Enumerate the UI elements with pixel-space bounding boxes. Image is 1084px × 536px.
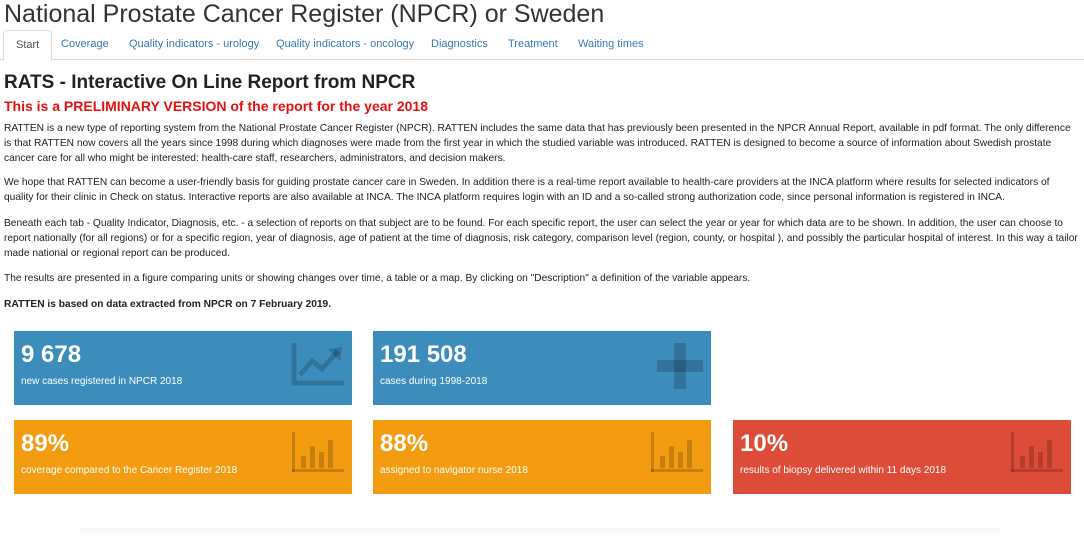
value-box-new-cases: 9 678 new cases registered in NPCR 2018 bbox=[14, 331, 352, 405]
value-box-label: new cases registered in NPCR 2018 bbox=[21, 376, 183, 387]
inca-paragraph: We hope that RATTEN can become a user-fr… bbox=[4, 177, 1050, 203]
tab-start[interactable]: Start bbox=[3, 30, 53, 61]
intro-paragraph: RATTEN is a new type of reporting system… bbox=[4, 123, 1071, 164]
value-box-value: 88% bbox=[380, 430, 429, 457]
value-box-label: results of biopsy delivered within 11 da… bbox=[740, 465, 947, 476]
app-title: National Prostate Cancer Register (NPCR)… bbox=[4, 0, 605, 28]
report-title: RATS - Interactive On Line Report from N… bbox=[4, 72, 416, 93]
data-extraction-note: RATTEN is based on data extracted from N… bbox=[4, 299, 332, 310]
value-box-coverage: 89% coverage compared to the Cancer Regi… bbox=[14, 420, 352, 494]
value-box-label: coverage compared to the Cancer Register… bbox=[21, 465, 238, 476]
value-box-biopsy-results: 10% results of biopsy delivered within 1… bbox=[733, 420, 1071, 494]
tab-waiting-times[interactable]: Waiting times bbox=[578, 38, 644, 50]
value-box-value: 10% bbox=[740, 430, 789, 457]
tab-quality-oncology[interactable]: Quality indicators - oncology bbox=[276, 38, 415, 50]
tab-quality-urology[interactable]: Quality indicators - urology bbox=[129, 38, 260, 50]
plus-icon bbox=[657, 343, 703, 389]
value-box-value: 9 678 bbox=[21, 341, 82, 368]
bar-chart-icon bbox=[1011, 432, 1063, 472]
preliminary-notice: This is a PRELIMINARY VERSION of the rep… bbox=[4, 98, 428, 114]
tabs-paragraph: Beneath each tab - Quality Indicator, Di… bbox=[4, 218, 1078, 259]
tab-coverage[interactable]: Coverage bbox=[61, 38, 109, 50]
value-box-value: 89% bbox=[21, 430, 70, 457]
value-box-value: 191 508 bbox=[380, 341, 467, 368]
value-box-total-cases: 191 508 cases during 1998-2018 bbox=[373, 331, 711, 405]
line-chart-icon bbox=[291, 343, 344, 386]
bar-chart-icon bbox=[651, 432, 703, 472]
value-box-label: cases during 1998-2018 bbox=[380, 376, 488, 387]
lower-panel-edge bbox=[80, 528, 1000, 536]
value-box-navigator-nurse: 88% assigned to navigator nurse 2018 bbox=[373, 420, 711, 494]
results-paragraph: The results are presented in a figure co… bbox=[4, 273, 751, 284]
tab-diagnostics[interactable]: Diagnostics bbox=[431, 38, 488, 50]
bar-chart-icon bbox=[292, 432, 344, 472]
value-box-label: assigned to navigator nurse 2018 bbox=[380, 465, 528, 476]
tab-bar: Start Coverage Quality indicators - urol… bbox=[0, 30, 1084, 61]
tab-treatment[interactable]: Treatment bbox=[508, 38, 558, 50]
